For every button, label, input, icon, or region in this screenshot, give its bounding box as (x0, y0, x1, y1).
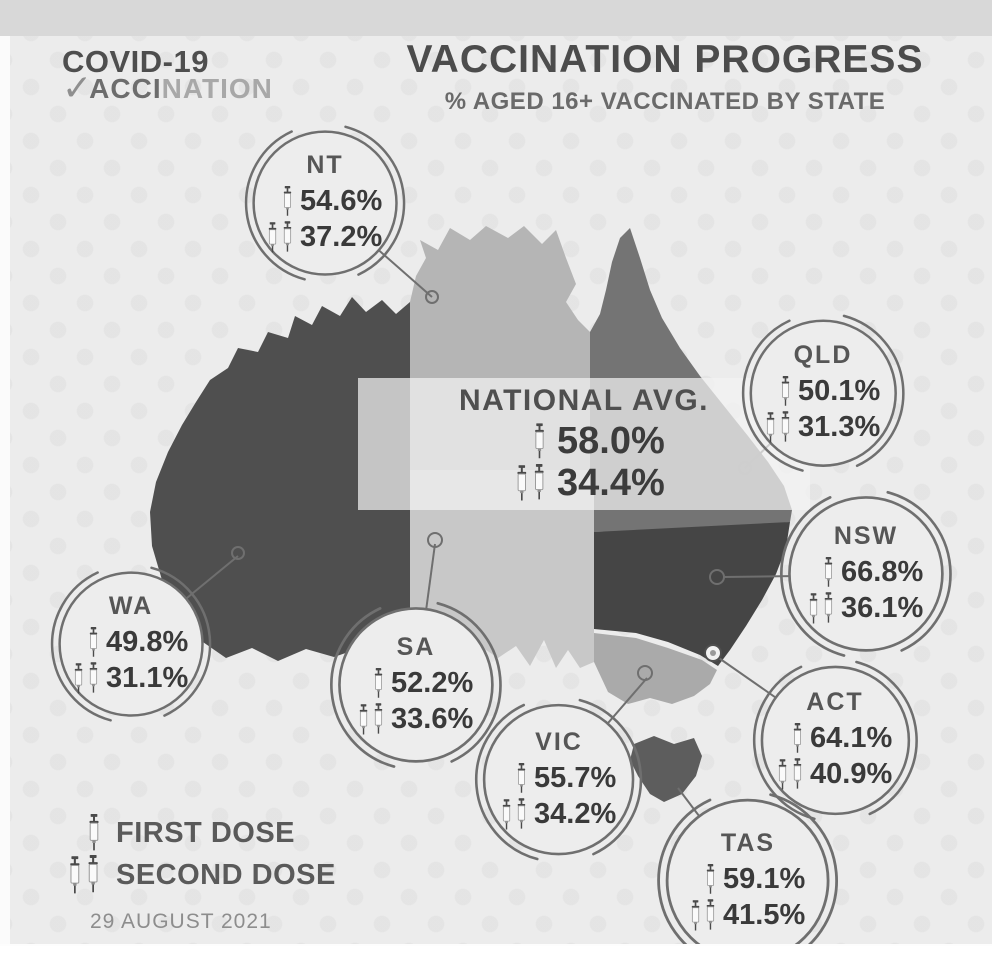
logo-line2-light: NATION (161, 72, 273, 104)
second-dose-value: 31.1% (106, 661, 189, 694)
state-badge-sa: SA 52.2% 33.6% (340, 609, 492, 761)
first-dose-value: 52.2% (391, 666, 474, 699)
second-dose-value: 41.5% (723, 898, 806, 931)
state-badge-nsw: NSW 66.8% 36.1% (790, 498, 942, 650)
national-first-dose-value: 58.0% (557, 419, 665, 462)
double-syringe-icon (69, 855, 99, 895)
double-syringe-icon (691, 898, 715, 931)
syringe-icon (372, 668, 385, 699)
state-code: NT (306, 151, 344, 179)
checkmark-icon: ✓ (62, 67, 93, 108)
syringe-icon (86, 814, 102, 852)
connector-dot-vic (637, 665, 653, 681)
syringe-icon (779, 376, 792, 407)
logo-line2-dark: ACCI (89, 72, 162, 104)
legend-second-dose-row: SECOND DOSE (58, 854, 336, 896)
first-dose-value: 50.1% (798, 374, 881, 407)
bottom-margin (0, 944, 992, 946)
double-syringe-icon (778, 757, 802, 790)
double-syringe-icon (502, 797, 526, 830)
syringe-icon (791, 723, 804, 754)
state-code: WA (108, 592, 154, 620)
double-syringe-icon (268, 220, 292, 253)
logo-line1: COVID-19 (62, 44, 209, 79)
first-dose-value: 59.1% (723, 862, 806, 895)
double-syringe-icon (766, 410, 790, 443)
covid-vaccination-logo: COVID-19 ✓ ACCI NATION (62, 44, 273, 108)
national-second-dose-value: 34.4% (557, 461, 665, 504)
legend-second-dose-label: SECOND DOSE (116, 858, 336, 891)
national-average-label: NATIONAL AVG. (458, 384, 710, 417)
map-region-wa (150, 297, 410, 661)
left-margin (0, 36, 10, 946)
connector-dot-sa (427, 532, 443, 548)
legend: FIRST DOSE SECOND DOSE 29 AUGUST 2021 (58, 812, 336, 934)
top-band (0, 0, 992, 36)
syringe-icon (515, 763, 528, 794)
second-dose-value: 33.6% (391, 702, 474, 735)
first-dose-value: 66.8% (841, 555, 924, 588)
page-title: VACCINATION PROGRESS (406, 38, 924, 81)
state-badge-vic: VIC 55.7% 34.2% (485, 706, 633, 854)
syringe-icon (532, 423, 547, 460)
second-dose-value: 37.2% (300, 220, 383, 253)
double-syringe-icon (516, 464, 545, 502)
act-marker (704, 644, 722, 662)
state-code: VIC (535, 728, 583, 756)
state-code: NSW (833, 522, 899, 550)
second-dose-value: 36.1% (841, 591, 924, 624)
state-badge-qld: QLD 50.1% 31.3% (751, 321, 895, 465)
double-syringe-icon (359, 702, 383, 735)
state-badge-wa: WA 49.8% 31.1% (60, 573, 202, 715)
state-badge-tas: TAS 59.1% 41.5% (668, 801, 828, 946)
map-region-nsw (594, 522, 790, 666)
header: VACCINATION PROGRESS % AGED 16+ VACCINAT… (340, 38, 990, 116)
connector-dot-wa (231, 546, 245, 560)
connector-dot-nt (425, 290, 439, 304)
state-badge-act: ACT 64.1% 40.9% (762, 667, 908, 813)
logo-line2: ✓ ACCI NATION (62, 67, 273, 108)
state-code: QLD (793, 341, 853, 369)
first-dose-value: 55.7% (534, 761, 617, 794)
map-region-tas (630, 736, 702, 802)
first-dose-value: 64.1% (810, 721, 893, 754)
syringe-icon (704, 864, 717, 895)
legend-first-dose-row: FIRST DOSE (58, 812, 336, 854)
national-average-panel: NATIONAL AVG. 58.0% 34.4% (358, 378, 810, 510)
second-dose-value: 34.2% (534, 797, 617, 830)
syringe-icon (87, 627, 100, 658)
national-second-dose-row: 34.4% (491, 462, 677, 504)
map-regions (150, 226, 792, 802)
state-badge-nt: NT 54.6% 37.2% (254, 132, 396, 274)
first-dose-value: 49.8% (106, 625, 189, 658)
national-first-dose-row: 58.0% (491, 420, 677, 462)
first-dose-value: 54.6% (300, 184, 383, 217)
connector-dot-nsw (709, 569, 725, 585)
state-code: TAS (720, 829, 776, 857)
syringe-icon (281, 186, 294, 217)
page-subtitle: % AGED 16+ VACCINATED BY STATE (444, 88, 886, 115)
date-label: 29 AUGUST 2021 (90, 910, 272, 933)
second-dose-value: 40.9% (810, 757, 893, 790)
legend-first-dose-label: FIRST DOSE (116, 816, 296, 849)
state-code: ACT (806, 688, 864, 716)
map-region-vic (594, 633, 717, 704)
syringe-icon (822, 557, 835, 588)
double-syringe-icon (74, 661, 98, 694)
state-code: SA (396, 633, 436, 661)
second-dose-value: 31.3% (798, 410, 881, 443)
double-syringe-icon (809, 591, 833, 624)
